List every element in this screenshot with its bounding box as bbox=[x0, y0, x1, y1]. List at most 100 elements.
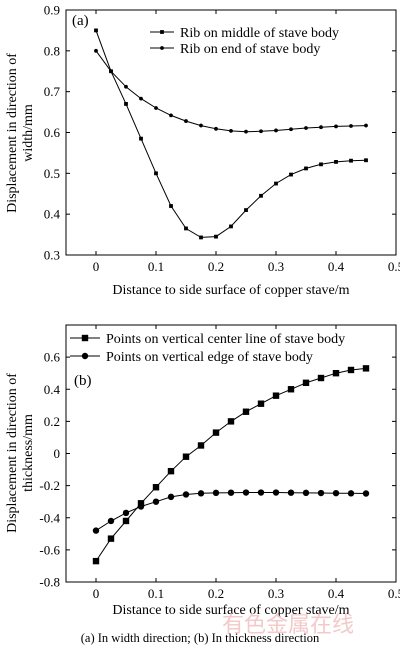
data-point-series-1 bbox=[184, 226, 188, 231]
data-point-series-2 bbox=[124, 84, 128, 89]
data-point-series-1 bbox=[199, 235, 203, 240]
x-tick-label: 0.3 bbox=[268, 259, 284, 274]
y-tick-label: 0.3 bbox=[44, 248, 60, 263]
legend-label-1: Rib on middle of stave body bbox=[180, 26, 339, 41]
y-ticks-a: 0.3 0.4 0.5 0.6 0.7 0.8 0.9 bbox=[44, 3, 396, 263]
data-point-series-2 bbox=[289, 127, 293, 132]
y-tick-label: -0.2 bbox=[39, 478, 60, 493]
data-point-series-1 bbox=[229, 224, 233, 229]
panel-label-b: (b) bbox=[74, 373, 92, 389]
legend-b: Points on vertical center line of stave … bbox=[70, 332, 345, 365]
x-tick-label: 0.3 bbox=[268, 586, 284, 601]
data-point-series-2 bbox=[92, 527, 100, 534]
data-point-series-1 bbox=[227, 418, 235, 425]
data-point-series-1 bbox=[317, 374, 325, 382]
watermark: 有色金属在线 bbox=[222, 612, 354, 637]
data-point-series-2 bbox=[109, 69, 113, 74]
data-point-series-1 bbox=[349, 158, 353, 163]
data-point-series-2 bbox=[199, 123, 203, 128]
data-point-series-2 bbox=[334, 124, 338, 129]
x-tick-label: 0.5 bbox=[388, 259, 400, 274]
data-point-series-2 bbox=[184, 119, 188, 123]
data-point-series-2 bbox=[137, 503, 145, 510]
data-point-series-1 bbox=[362, 365, 370, 372]
chart-panel-a: (a) 00.10.20.30.40.5 0.30.40.50.60.70.80… bbox=[5, 3, 400, 299]
data-point-series-2 bbox=[364, 123, 368, 128]
y-tick-label: 0.8 bbox=[44, 43, 60, 58]
data-point-series-1 bbox=[214, 234, 218, 239]
data-point-series-2 bbox=[347, 490, 355, 497]
legend-marker-1 bbox=[81, 334, 89, 342]
series-line-1 bbox=[95, 367, 367, 562]
data-point-series-2 bbox=[257, 489, 265, 496]
data-point-series-2 bbox=[152, 498, 160, 505]
y-tick-label: 0.2 bbox=[44, 414, 60, 429]
data-point-series-1 bbox=[94, 28, 98, 33]
data-point-series-2 bbox=[197, 490, 205, 497]
data-point-series-1 bbox=[302, 379, 310, 387]
y-tick-label: 0.4 bbox=[44, 382, 61, 397]
x-tick-label: 0.2 bbox=[208, 259, 224, 274]
y-tick-label: -0.8 bbox=[39, 575, 60, 590]
data-point-series-1 bbox=[197, 442, 205, 449]
y-axis-label-b-line1: Displacement in direction of bbox=[5, 373, 20, 533]
data-point-series-1 bbox=[167, 467, 175, 475]
data-point-series-2 bbox=[319, 125, 323, 130]
data-point-series-1 bbox=[274, 181, 278, 186]
legend-label-2: Points on vertical edge of stave body bbox=[106, 350, 313, 365]
data-point-series-1 bbox=[364, 158, 368, 163]
x-tick-label: 0.4 bbox=[328, 259, 345, 274]
figure-caption: (a) In width direction; (b) In thickness… bbox=[81, 631, 320, 645]
data-point-series-1 bbox=[152, 484, 160, 491]
data-point-series-2 bbox=[272, 489, 280, 496]
data-point-series-1 bbox=[257, 400, 265, 407]
data-point-series-1 bbox=[289, 172, 293, 177]
x-tick-label: 0.1 bbox=[148, 586, 164, 601]
y-axis-label-a-line2: width/mm bbox=[21, 104, 36, 162]
data-point-series-1 bbox=[272, 392, 280, 399]
data-point-series-1 bbox=[122, 517, 130, 525]
y-ticks-b: -0.8 -0.6 -0.4 -0.2 0 0.2 0.4 0.6 bbox=[39, 350, 396, 590]
y-tick-label: 0.7 bbox=[44, 84, 61, 99]
data-point-series-2 bbox=[227, 489, 235, 496]
series-line-2 bbox=[95, 492, 367, 532]
data-point-series-1 bbox=[259, 193, 263, 198]
data-point-series-1 bbox=[304, 166, 308, 171]
x-tick-label: 0 bbox=[93, 259, 100, 274]
chart-panel-b: (b) 0 0.1 0.2 0.3 0.4 0.5 -0.8 -0.6 -0.4 -0.2 0 0.… bbox=[5, 324, 400, 618]
data-point-series-2 bbox=[154, 106, 158, 110]
data-point-series-2 bbox=[122, 509, 130, 517]
series-group-b bbox=[92, 365, 370, 565]
y-tick-label: 0.5 bbox=[44, 166, 60, 181]
x-tick-label: 0.2 bbox=[208, 586, 224, 601]
data-point-series-1 bbox=[347, 366, 355, 374]
data-point-series-1 bbox=[332, 369, 340, 377]
data-point-series-2 bbox=[287, 489, 295, 496]
y-tick-label: 0.4 bbox=[44, 207, 61, 222]
x-axis-label-a: Distance to side surface of copper stave… bbox=[112, 283, 349, 298]
data-point-series-1 bbox=[287, 386, 295, 393]
x-tick-label: 0.1 bbox=[148, 259, 164, 274]
data-point-series-2 bbox=[212, 489, 220, 497]
data-point-series-2 bbox=[274, 128, 278, 133]
data-point-series-2 bbox=[229, 128, 233, 133]
data-point-series-1 bbox=[107, 535, 115, 542]
data-point-series-2 bbox=[244, 129, 248, 134]
data-point-series-2 bbox=[362, 490, 370, 497]
data-point-series-2 bbox=[167, 493, 175, 501]
legend-label-2: Rib on end of stave body bbox=[180, 42, 320, 57]
series-line-1 bbox=[95, 30, 367, 238]
data-point-series-2 bbox=[214, 126, 218, 131]
data-point-series-2 bbox=[107, 517, 115, 525]
legend-marker-1 bbox=[160, 30, 164, 34]
data-point-series-1 bbox=[319, 162, 323, 167]
data-point-series-1 bbox=[124, 102, 128, 106]
y-tick-label: 0.9 bbox=[44, 3, 60, 18]
x-ticks-a: 0 0.1 0.2 0.3 0.4 0.5 bbox=[93, 10, 400, 274]
data-point-series-1 bbox=[139, 136, 143, 141]
y-axis-label-a-line1: Displacement in direction of bbox=[5, 53, 20, 213]
data-point-series-1 bbox=[154, 171, 158, 176]
data-point-series-2 bbox=[242, 489, 250, 496]
legend-marker-2 bbox=[81, 352, 89, 360]
